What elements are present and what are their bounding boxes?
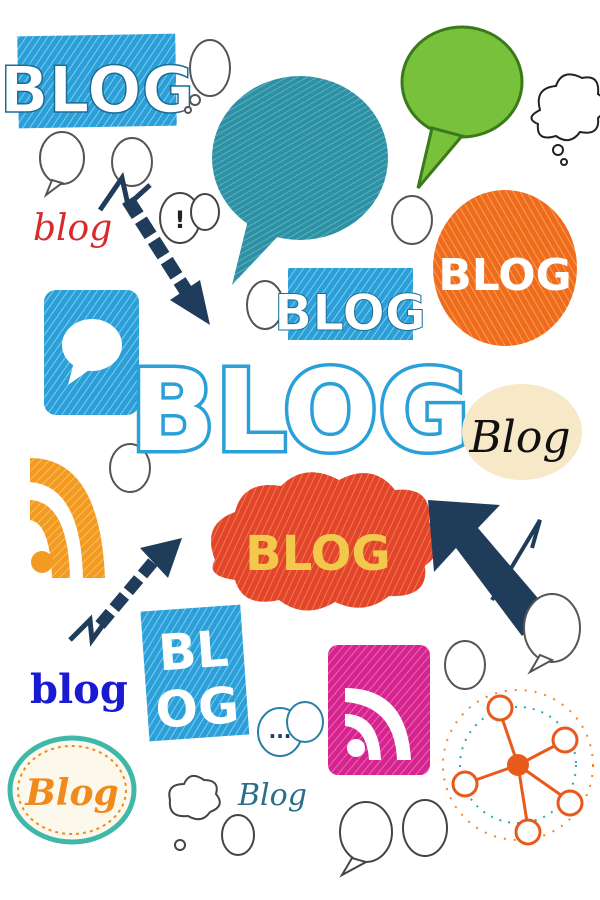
dots-bubble-icon: ... xyxy=(257,701,324,757)
teal-script-blog-text: Blog xyxy=(237,778,307,813)
stacked-blog-bottom: OG xyxy=(154,676,241,740)
arrow-icon xyxy=(428,500,548,636)
dots-text: ... xyxy=(269,719,292,743)
arrow-icon xyxy=(97,171,210,325)
speech-bubble-icon xyxy=(444,593,581,690)
arrow-icon xyxy=(68,538,182,647)
speech-bubble-icon xyxy=(168,774,448,878)
red-cloud-blog-text: BLOG xyxy=(245,526,391,582)
beige-script-blog-text: Blog xyxy=(468,412,570,463)
center-big-blog-text: BLOG xyxy=(130,347,470,477)
oval-blog-badge: Blog xyxy=(7,735,137,845)
speech-bubble-icon xyxy=(109,195,433,493)
green-speech-bubble xyxy=(400,25,524,189)
rss-icon xyxy=(328,645,430,775)
speech-bubble-icon xyxy=(39,131,153,198)
red-script-blog: blog xyxy=(33,208,112,249)
rss-icon xyxy=(30,458,105,578)
center-small-blog-box: BLOG xyxy=(274,268,426,343)
stacked-blog-tile: BL OG xyxy=(140,604,250,742)
stacked-blog-top: BL xyxy=(156,620,230,683)
orange-circle-blog-text: BLOG xyxy=(438,250,572,301)
network-icon xyxy=(442,689,594,846)
center-big-blog: BLOG xyxy=(127,344,474,481)
center-small-blog-text: BLOG xyxy=(274,284,426,342)
top-left-blog-text: BLOG xyxy=(0,54,194,128)
speech-bubble-icon xyxy=(184,39,231,114)
orange-blog-circle: BLOG xyxy=(433,190,577,346)
chat-tile-icon xyxy=(44,290,139,415)
top-left-blog-box: BLOG xyxy=(0,33,195,129)
red-blog-cloud: BLOG xyxy=(210,472,440,611)
exclamation-text: ! xyxy=(175,206,186,234)
beige-blog-blob: Blog xyxy=(462,384,582,480)
oval-badge-blog-text: Blog xyxy=(24,772,118,814)
blue-bold-blog-text: blog xyxy=(30,666,128,713)
exclamation-bubble-icon: ! xyxy=(159,192,220,244)
teal-speech-bubble xyxy=(212,76,388,285)
cloud-icon xyxy=(530,73,600,166)
